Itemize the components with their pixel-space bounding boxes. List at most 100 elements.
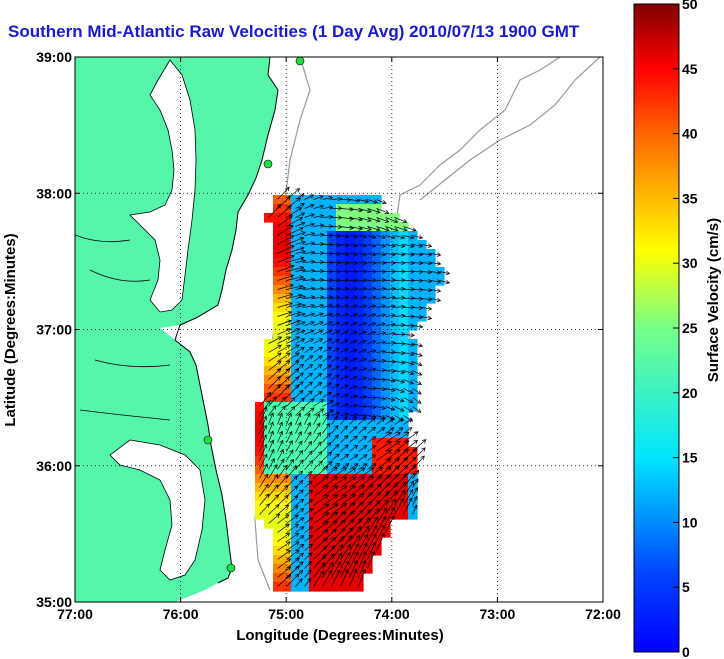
velocity-arrowhead — [353, 234, 359, 239]
velocity-cell — [273, 222, 283, 232]
velocity-arrowhead — [326, 432, 331, 437]
velocity-cell — [282, 240, 292, 250]
velocity-cell — [318, 321, 328, 331]
velocity-vector — [277, 440, 284, 452]
velocity-vector — [313, 521, 329, 533]
velocity-arrowhead — [283, 484, 289, 490]
velocity-vector — [268, 344, 282, 353]
velocity-vector — [304, 499, 313, 506]
velocity-cell — [408, 492, 418, 502]
velocity-arrowhead — [372, 286, 377, 292]
velocity-arrowhead — [308, 480, 313, 485]
velocity-cell — [336, 357, 346, 367]
velocity-vector — [394, 489, 406, 506]
velocity-cell — [345, 456, 355, 466]
velocity-arrowhead — [375, 218, 381, 223]
velocity-arrowhead — [333, 503, 339, 508]
velocity-cell — [390, 510, 400, 520]
velocity-vector — [412, 487, 418, 497]
velocity-vector — [349, 551, 359, 569]
velocity-cell — [318, 492, 328, 502]
velocity-cell — [273, 339, 283, 349]
velocity-arrowhead — [324, 529, 329, 534]
velocity-arrowhead — [367, 226, 372, 232]
velocity-arrowhead — [409, 370, 415, 376]
velocity-cell — [255, 411, 265, 421]
velocity-cell — [273, 267, 283, 277]
velocity-cell — [291, 312, 301, 322]
velocity-arrowhead — [319, 260, 325, 265]
velocity-arrowhead — [319, 295, 325, 300]
velocity-cell — [336, 411, 346, 421]
velocity-vector — [313, 546, 327, 560]
velocity-arrowhead — [362, 367, 368, 372]
velocity-cell — [273, 258, 283, 268]
velocity-arrowhead — [362, 454, 368, 459]
velocity-vector — [385, 498, 397, 515]
velocity-vector — [385, 406, 395, 411]
velocity-vector — [304, 535, 313, 542]
velocity-vector — [367, 542, 376, 560]
velocity-vector — [349, 305, 358, 308]
velocity-cell — [345, 339, 355, 349]
velocity-arrowhead — [344, 444, 349, 449]
velocity-vector — [403, 244, 415, 247]
velocity-arrowhead — [325, 413, 330, 419]
velocity-arrowhead — [336, 251, 341, 257]
velocity-arrowhead — [285, 523, 290, 528]
velocity-cell — [300, 420, 310, 430]
velocity-arrowhead — [372, 386, 377, 391]
velocity-vector — [385, 427, 395, 434]
velocity-vector — [403, 418, 413, 425]
velocity-arrowhead — [286, 328, 292, 333]
velocity-vector — [286, 557, 300, 569]
velocity-arrowhead — [280, 458, 285, 464]
velocity-cell — [363, 474, 373, 484]
velocity-arrowhead — [417, 390, 422, 395]
velocity-cell — [300, 555, 310, 565]
peninsula — [198, 65, 262, 298]
velocity-vector — [376, 341, 386, 344]
velocity-cell — [399, 465, 409, 475]
velocity-vector — [430, 271, 441, 274]
velocity-cell — [300, 474, 310, 484]
velocity-arrowhead — [391, 506, 396, 512]
velocity-arrowhead — [344, 403, 350, 408]
velocity-vector — [277, 344, 291, 353]
velocity-vector — [394, 235, 405, 239]
velocity-arrowhead — [335, 330, 341, 335]
velocity-cell — [291, 492, 301, 502]
velocity-arrowhead — [391, 286, 396, 292]
velocity-cell — [264, 456, 274, 466]
velocity-vector — [331, 348, 340, 353]
velocity-vector — [322, 545, 336, 560]
velocity-vector — [259, 416, 267, 434]
velocity-vector — [376, 432, 392, 443]
velocity-vector — [286, 257, 304, 263]
velocity-cell — [318, 510, 328, 520]
velocity-cell — [255, 501, 265, 511]
velocity-arrowhead — [362, 260, 368, 266]
velocity-vector — [367, 208, 380, 213]
velocity-vector — [349, 208, 363, 212]
velocity-arrowhead — [391, 340, 396, 346]
velocity-arrowhead — [427, 278, 433, 284]
velocity-vector — [394, 361, 405, 364]
velocity-vector — [295, 313, 306, 317]
velocity-cell — [300, 339, 310, 349]
velocity-vector — [286, 440, 293, 452]
velocity-arrowhead — [295, 352, 300, 357]
velocity-vector — [331, 561, 342, 578]
velocity-arrowhead — [363, 542, 368, 547]
velocity-vector — [412, 361, 423, 366]
velocity-arrowhead — [417, 380, 422, 385]
velocity-cell — [363, 330, 373, 340]
velocity-arrowhead — [301, 277, 307, 282]
velocity-cell — [273, 465, 283, 475]
velocity-vector — [268, 396, 277, 407]
velocity-vector — [340, 454, 349, 461]
velocity-vector — [358, 244, 367, 247]
velocity-cell — [264, 366, 274, 376]
velocity-arrowhead — [418, 305, 424, 311]
